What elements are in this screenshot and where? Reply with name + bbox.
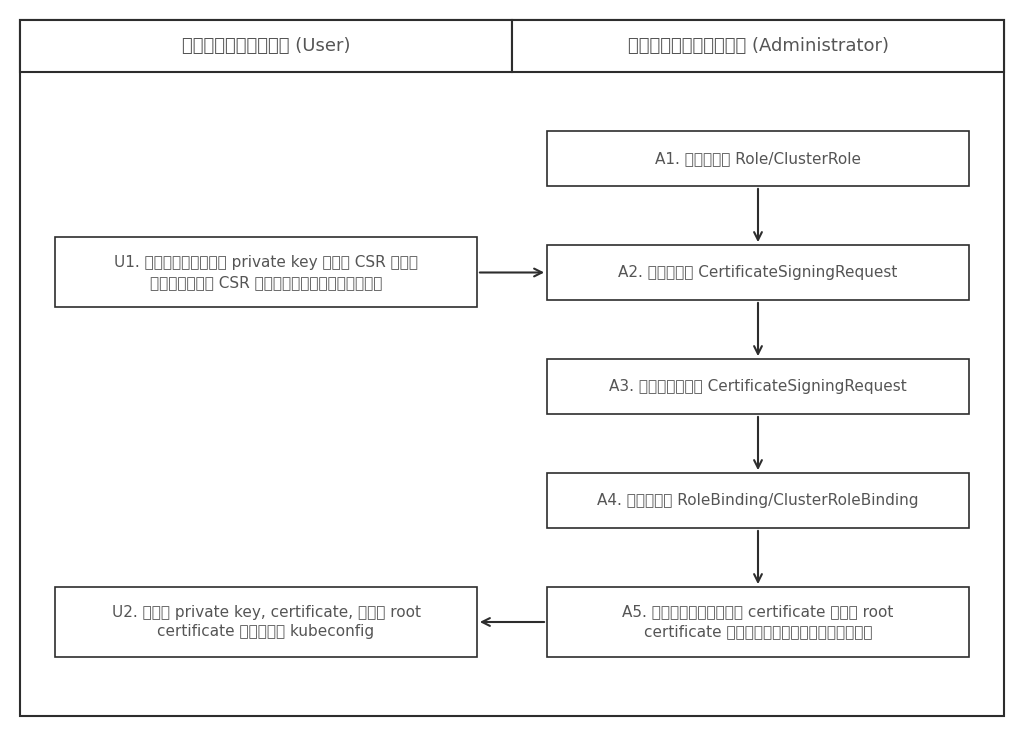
Bar — [20, 20, 512, 72]
Text: A4. สร้าง RoleBinding/ClusterRoleBinding: A4. สร้าง RoleBinding/ClusterRoleBinding — [597, 493, 919, 508]
Text: U1. สร้างไฟล์ private key และ CSR และ
ส่งไฟล์ CSR ให้ผู้ดูแลระบบ: U1. สร้างไฟล์ private key และ CSR และ ส่… — [114, 255, 418, 290]
Text: ผู้ใช้ใหม่ (User): ผู้ใช้ใหม่ (User) — [181, 37, 350, 55]
Bar — [547, 131, 969, 186]
Bar — [547, 359, 969, 414]
Text: A5. เตรียมไฟล์ certificate และ root
certificate ส่งให้ผู้ใช้ใหม่: A5. เตรียมไฟล์ certificate และ root cert… — [623, 604, 894, 640]
Bar — [547, 473, 969, 528]
Bar — [547, 587, 969, 657]
Bar — [547, 245, 969, 300]
Bar — [55, 587, 477, 657]
Text: ผู้ดูแลระบบ (Administrator): ผู้ดูแลระบบ (Administrator) — [628, 37, 889, 55]
Bar — [55, 238, 477, 308]
Text: A3. อนุมัติ CertificateSigningRequest: A3. อนุมัติ CertificateSigningRequest — [609, 379, 907, 394]
Text: A1. สร้าง Role/ClusterRole: A1. สร้าง Role/ClusterRole — [655, 151, 861, 166]
Bar — [512, 20, 1004, 72]
Text: A2. สร้าง CertificateSigningRequest: A2. สร้าง CertificateSigningRequest — [618, 265, 898, 280]
Text: U2. ใช้ private key, certificate, และ root
certificate สร้าง kubeconfig: U2. ใช้ private key, certificate, และ ro… — [112, 604, 421, 640]
